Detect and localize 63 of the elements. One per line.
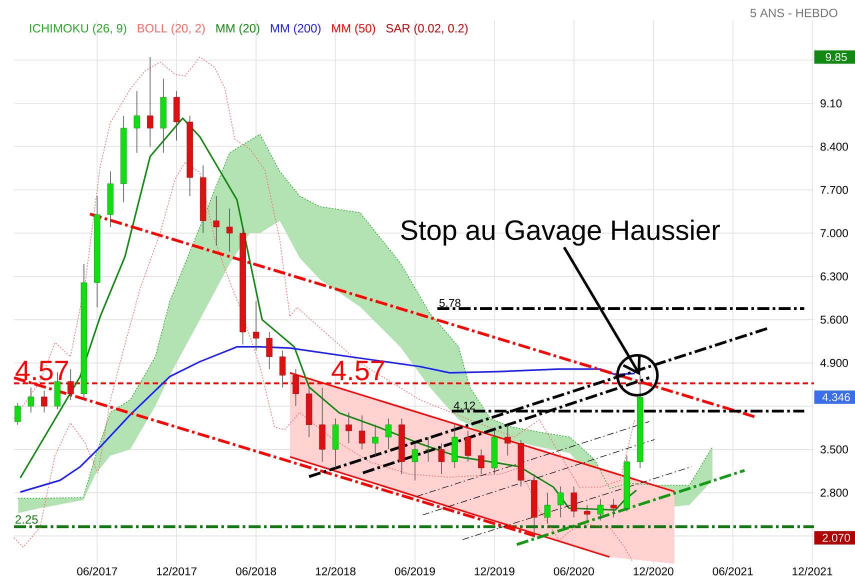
candlestick <box>279 350 286 388</box>
text: MM (20) <box>216 24 260 35</box>
x-tick-label: 06/2020 <box>554 567 594 576</box>
y-tick-label: 5.600 <box>820 316 848 324</box>
y-tick-label: 4.900 <box>820 358 848 367</box>
candlestick <box>346 412 352 444</box>
candlestick <box>597 498 604 521</box>
x-tick-label: 12/2018 <box>316 567 356 576</box>
annotation: 4.12 <box>454 402 475 410</box>
candlestick <box>134 90 140 154</box>
annotation: 2.070 <box>822 534 850 542</box>
y-tick-label: 7.700 <box>820 186 848 194</box>
series-label: BOLL (20, 2) <box>138 24 205 35</box>
candlestick <box>610 498 617 518</box>
candlestick <box>385 418 392 450</box>
candlestick <box>372 424 378 456</box>
text: MM (200) <box>270 24 321 35</box>
x-tick-label: 12/2017 <box>156 567 197 576</box>
x-tick-label: 12/2019 <box>474 567 514 576</box>
candlestick <box>213 196 220 246</box>
candlestick <box>570 486 578 518</box>
candlestick <box>292 368 299 407</box>
candlestick <box>464 430 472 462</box>
annotation: Stop au Gavage Haussier <box>401 220 720 246</box>
x-tick-label: 06/2017 <box>77 567 118 576</box>
annotation: MM (50) <box>332 24 376 35</box>
y-tick-label: 8.400 <box>820 142 848 151</box>
ref-line-label: 2.25 <box>16 515 38 524</box>
annotation: 9.85 <box>826 53 847 62</box>
candlestick <box>358 415 366 450</box>
candlestick <box>504 424 511 456</box>
candlestick <box>544 492 551 524</box>
candlestick <box>28 387 34 413</box>
candlestick <box>438 442 445 475</box>
candlestick <box>412 442 418 481</box>
annotation: 5.78 <box>439 298 461 307</box>
text: ICHIMOKU (26, 9) <box>30 24 126 35</box>
ref-line-label: 4.57 <box>16 360 68 380</box>
y-tick-label: 2.800 <box>820 488 848 497</box>
candlestick <box>425 436 432 462</box>
candlestick <box>478 449 484 475</box>
y-tick-label: 7.000 <box>820 229 848 238</box>
candlestick <box>226 208 233 252</box>
y-tick-label: 6.300 <box>820 272 848 280</box>
candlestick <box>252 300 260 351</box>
y-tick-label: 3.500 <box>820 445 848 454</box>
annotation: SAR (0.02, 0.2) <box>386 24 468 35</box>
candlestick <box>147 56 154 148</box>
candlestick <box>14 402 21 426</box>
candlestick <box>584 504 590 521</box>
x-tick-label: 06/2018 <box>236 567 276 576</box>
y-tick-label: 9.10 <box>820 99 842 108</box>
x-tick-label: 06/2019 <box>394 567 435 576</box>
candlestick <box>41 390 48 413</box>
candlestick <box>68 368 74 400</box>
x-tick-label: 12/2021 <box>792 567 832 576</box>
x-tick-label: 12/2020 <box>634 567 674 576</box>
chart-subtitle: 5 ANS - HEBDO <box>750 8 838 18</box>
candlestick <box>266 332 272 370</box>
annotation: 4.346 <box>822 393 850 402</box>
candlestick <box>558 486 564 518</box>
annotation: 4.57 <box>332 360 384 380</box>
x-tick-label: 06/2021 <box>712 567 753 576</box>
